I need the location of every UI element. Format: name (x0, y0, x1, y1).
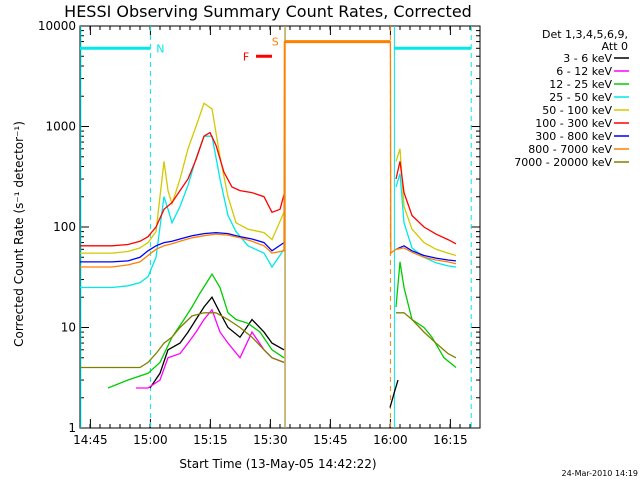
x-tick-label: 15:15 (193, 433, 228, 447)
night-label: N (156, 42, 164, 55)
y-tick-label: 100 (53, 220, 76, 234)
y-tick-label: 10 (61, 321, 76, 335)
flare-label: F (243, 50, 249, 63)
legend-label-6: 300 - 800 keV (535, 130, 612, 143)
series-line-8 (80, 312, 285, 369)
series-line-5 (80, 131, 285, 247)
legend-label-7: 800 - 7000 keV (528, 143, 612, 156)
y-axis-label: Corrected Count Rate (s⁻¹ detector⁻¹) (12, 121, 26, 347)
footer-date: 24-Mar-2010 14:19 (562, 469, 639, 478)
x-tick-label: 16:00 (373, 433, 408, 447)
saa-label: S (272, 36, 279, 49)
legend-label-2: 12 - 25 keV (549, 78, 612, 91)
series-line-6 (80, 231, 285, 263)
legend-label-5: 100 - 300 keV (535, 117, 612, 130)
x-tick-label: 15:30 (253, 433, 288, 447)
series-line-3 (80, 135, 285, 289)
legend-label-0: 3 - 6 keV (563, 52, 612, 65)
series-line-2 (395, 261, 457, 369)
series-line-5 (395, 161, 457, 245)
series-line-2 (107, 272, 285, 389)
legend-label-3: 25 - 50 keV (549, 91, 612, 104)
x-tick-label: 16:15 (433, 433, 468, 447)
legend-label-1: 6 - 12 keV (556, 65, 612, 78)
series-line-0 (389, 379, 399, 408)
series-line-6 (395, 245, 457, 262)
series-line-8 (396, 312, 457, 359)
series-line-7 (80, 40, 457, 268)
legend-header: Det 1,3,4,5,6,9, (542, 28, 628, 41)
y-tick-label: 1 (68, 421, 76, 435)
x-tick-label: 15:00 (133, 433, 168, 447)
series-line-4 (395, 148, 457, 257)
x-tick-label: 14:45 (73, 433, 108, 447)
legend-label-8: 7000 - 20000 keV (514, 156, 612, 169)
series-line-0 (149, 296, 285, 389)
legend-header: Att 0 (602, 40, 628, 53)
series-line-4 (80, 102, 285, 254)
series-line-1 (136, 308, 285, 389)
chart-title: HESSI Observing Summary Count Rates, Cor… (64, 2, 472, 21)
plot-area: 1 10 100 1000 10000 14:45 15:00 15:15 15:30 15:45… (38, 19, 481, 447)
x-axis-label: Start Time (13-May-05 14:42:22) (179, 457, 376, 471)
y-tick-label: 10000 (38, 19, 76, 33)
y-tick-label: 1000 (45, 120, 76, 134)
x-tick-label: 15:45 (313, 433, 348, 447)
legend-label-4: 50 - 100 keV (542, 104, 612, 117)
